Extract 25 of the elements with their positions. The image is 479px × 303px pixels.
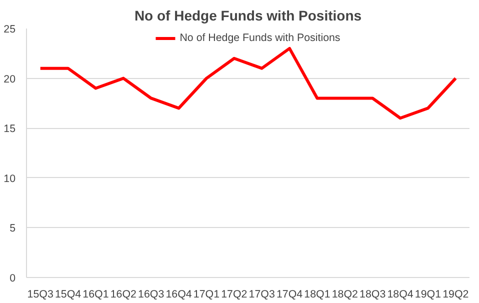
x-tick-label: 16Q1	[82, 288, 109, 300]
y-tick-label: 0	[10, 272, 16, 284]
x-tick-label: 16Q4	[166, 288, 192, 300]
x-tick-label: 19Q2	[442, 288, 469, 300]
y-tick-label: 25	[4, 24, 16, 36]
x-tick-label: 15Q3	[27, 288, 54, 300]
x-tick-label: 17Q3	[248, 288, 275, 300]
x-tick-label: 18Q3	[360, 288, 386, 300]
y-tick-label: 20	[4, 73, 16, 86]
legend-label: No of Hedge Funds with Positions	[180, 32, 340, 44]
x-tick-label: 16Q2	[110, 288, 137, 300]
x-tick-label: 18Q2	[332, 288, 358, 300]
y-tick-label: 15	[4, 123, 16, 136]
y-tick-label: 5	[10, 222, 16, 235]
line-series	[38, 46, 458, 120]
x-tick-label: 17Q2	[221, 288, 248, 300]
x-tick-label: 17Q4	[276, 288, 303, 300]
x-tick-label: 15Q4	[54, 288, 82, 300]
x-tick-label: 17Q1	[193, 288, 220, 300]
x-tick-label: 18Q4	[387, 288, 414, 300]
chart-title: No of Hedge Funds with Positions	[134, 8, 362, 24]
x-tick-label: 16Q3	[138, 288, 164, 300]
x-tick-label: 18Q1	[304, 288, 330, 300]
y-tick-label: 10	[4, 172, 16, 185]
x-tick-label: 19Q1	[414, 288, 442, 300]
